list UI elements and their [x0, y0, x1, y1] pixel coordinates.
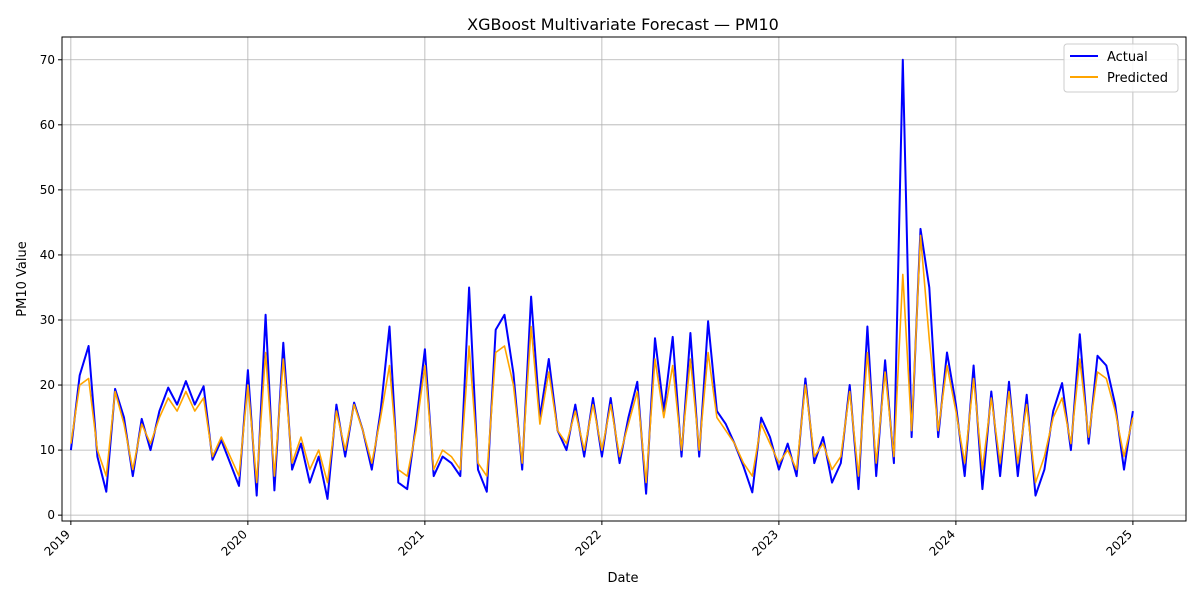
gridlines	[62, 37, 1186, 521]
y-tick-label: 60	[40, 118, 55, 132]
legend: Actual Predicted	[1063, 43, 1179, 93]
x-axis-label: Date	[607, 571, 638, 586]
series-group	[69, 58, 1134, 500]
y-tick-label: 0	[47, 508, 55, 522]
legend-label-actual: Actual	[1107, 50, 1148, 65]
y-tick-label: 70	[40, 53, 55, 67]
y-axis-ticks: 0 10 20 30 40 50 60 70	[40, 53, 62, 522]
plot-area-frame	[61, 36, 1187, 522]
y-tick-label: 20	[40, 378, 55, 392]
y-tick-label: 30	[40, 313, 55, 327]
series-line-predicted	[70, 234, 1134, 484]
chart-title: XGBoost Multivariate Forecast — PM10	[467, 15, 779, 34]
y-tick-label: 40	[40, 248, 55, 262]
series-line-actual	[69, 58, 1134, 500]
legend-label-predicted: Predicted	[1107, 71, 1168, 86]
y-tick-label: 10	[40, 443, 55, 457]
y-axis-label: PM10 Value	[15, 241, 30, 316]
y-tick-label: 50	[40, 183, 55, 197]
